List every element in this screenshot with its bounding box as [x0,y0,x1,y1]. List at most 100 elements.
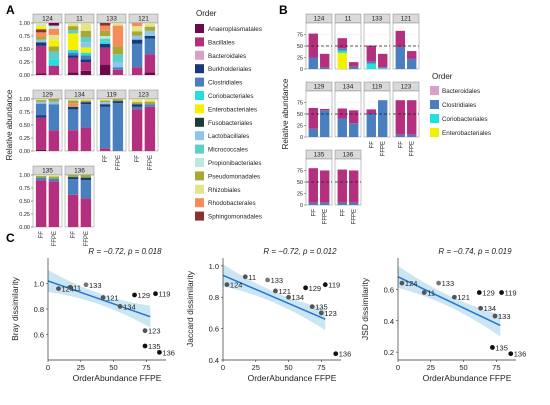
y-axis-title: Relative abundance [281,78,290,149]
facet-strip-label: 123 [138,92,149,99]
x-axis-title: OrderAbundance FFPE [73,373,162,383]
bar-segment [99,30,111,36]
point-label: 134 [292,293,305,302]
x-tick-label: 25 [252,363,260,372]
legend-swatch [195,50,204,60]
correlation-stat: R = −0.72, p = 0.018 [88,247,162,256]
point-label: 135 [495,343,508,352]
facet-strip-label: 119 [106,92,117,99]
y-tick-label: 0.00 [19,73,30,79]
bar-segment [35,115,47,118]
bar-segment [67,130,79,151]
legend-label: Fusobacteriales [208,120,252,127]
bar-segment [308,128,318,137]
regression-line [397,276,501,327]
bar-segment [99,102,111,105]
data-point [157,349,162,355]
x-tick-label: 50 [109,363,117,372]
data-point [421,290,427,295]
bar-segment [131,106,143,110]
bar-segment [67,103,79,107]
y-tick-label: 25 [297,56,303,62]
bar-segment [337,169,347,203]
point-label: 136 [339,350,352,359]
bar-segment [131,31,143,36]
data-point [478,305,483,311]
bar-segment [67,179,79,195]
bar-segment [67,109,79,131]
bar-segment [99,36,111,39]
facet-strip-label: 136 [343,152,354,159]
facet-strip-label: 121 [138,16,149,23]
y-tick-label: 75 [297,33,303,39]
panel-a-legend: Order Anaeroplasmatales Bacillales Bacteroi… [195,9,262,221]
bar-segment [48,34,60,41]
point-label: 136 [514,350,527,359]
bar-segment [48,104,60,131]
y-tick-label: 0.6 [384,285,394,294]
facet-strip-label: 133 [372,16,383,23]
point-label: 121 [106,294,119,303]
point-label: 123 [324,309,337,318]
legend-swatch [195,24,204,33]
panel-a-stacked-bars: 124 0.00 0.25 0.50 0.75 1.00 11 133 121 129 0.00 0.… [5,13,159,246]
bar-segment [395,30,405,47]
bar-segment [378,53,388,68]
point-label: 121 [278,287,291,296]
y-tick-label: 50 [297,180,303,186]
bar-segment [308,108,318,129]
facet-strip-label: 124 [42,16,53,23]
point-label: 119 [328,281,340,290]
legend-swatch [195,144,204,154]
x-tick-label: FF [311,209,317,217]
x-tick-label: FFPE [410,141,416,156]
bar-segment [99,41,111,44]
facet-strip-label: 11 [345,16,352,23]
legend-label: Clostridiales [208,80,242,87]
legend-label: Clostridiales [442,102,476,109]
y-tick-label: 1.0 [34,280,44,289]
bar-segment [48,176,60,179]
bar-segment [67,175,79,178]
point-label: 135 [315,303,328,312]
point-label: 124 [230,281,243,290]
point-label: 133 [498,312,511,321]
bar-segment [349,110,359,124]
bar-segment [144,99,156,102]
x-tick-label: 50 [284,363,292,372]
point-label: 11 [73,283,81,292]
x-tick-label: 25 [427,363,435,372]
facet-strip-label: 133 [106,16,117,23]
bar-segment [35,177,47,181]
bar-segment [67,100,79,104]
bar-segment [67,30,79,34]
data-point [333,351,339,357]
point-label: 133 [442,279,455,288]
legend-swatch [195,64,204,74]
bar-segment [395,46,405,69]
legend-swatch [195,131,204,141]
bar-segment [48,178,60,182]
bar-segment [320,108,330,111]
bar-segment [337,108,347,119]
bar-segment [80,104,92,128]
bar-segment [144,54,156,73]
bar-segment [35,37,47,40]
legend-swatch [195,198,204,208]
bar-segment [48,130,60,151]
facet-strip-label: 123 [401,84,412,91]
legend-swatch [195,158,204,167]
bar-segment [99,104,111,107]
correlation-stat: R = −0.72, p = 0.012 [263,247,337,256]
bar-segment [67,57,79,73]
bar-segment [308,168,318,203]
panel-label-b: B [279,3,288,17]
y-tick-label: 75 [297,169,303,175]
y-tick-label: 0.8 [209,293,219,302]
data-point [56,286,61,291]
bar-segment [131,109,143,151]
bar-segment [112,99,124,102]
